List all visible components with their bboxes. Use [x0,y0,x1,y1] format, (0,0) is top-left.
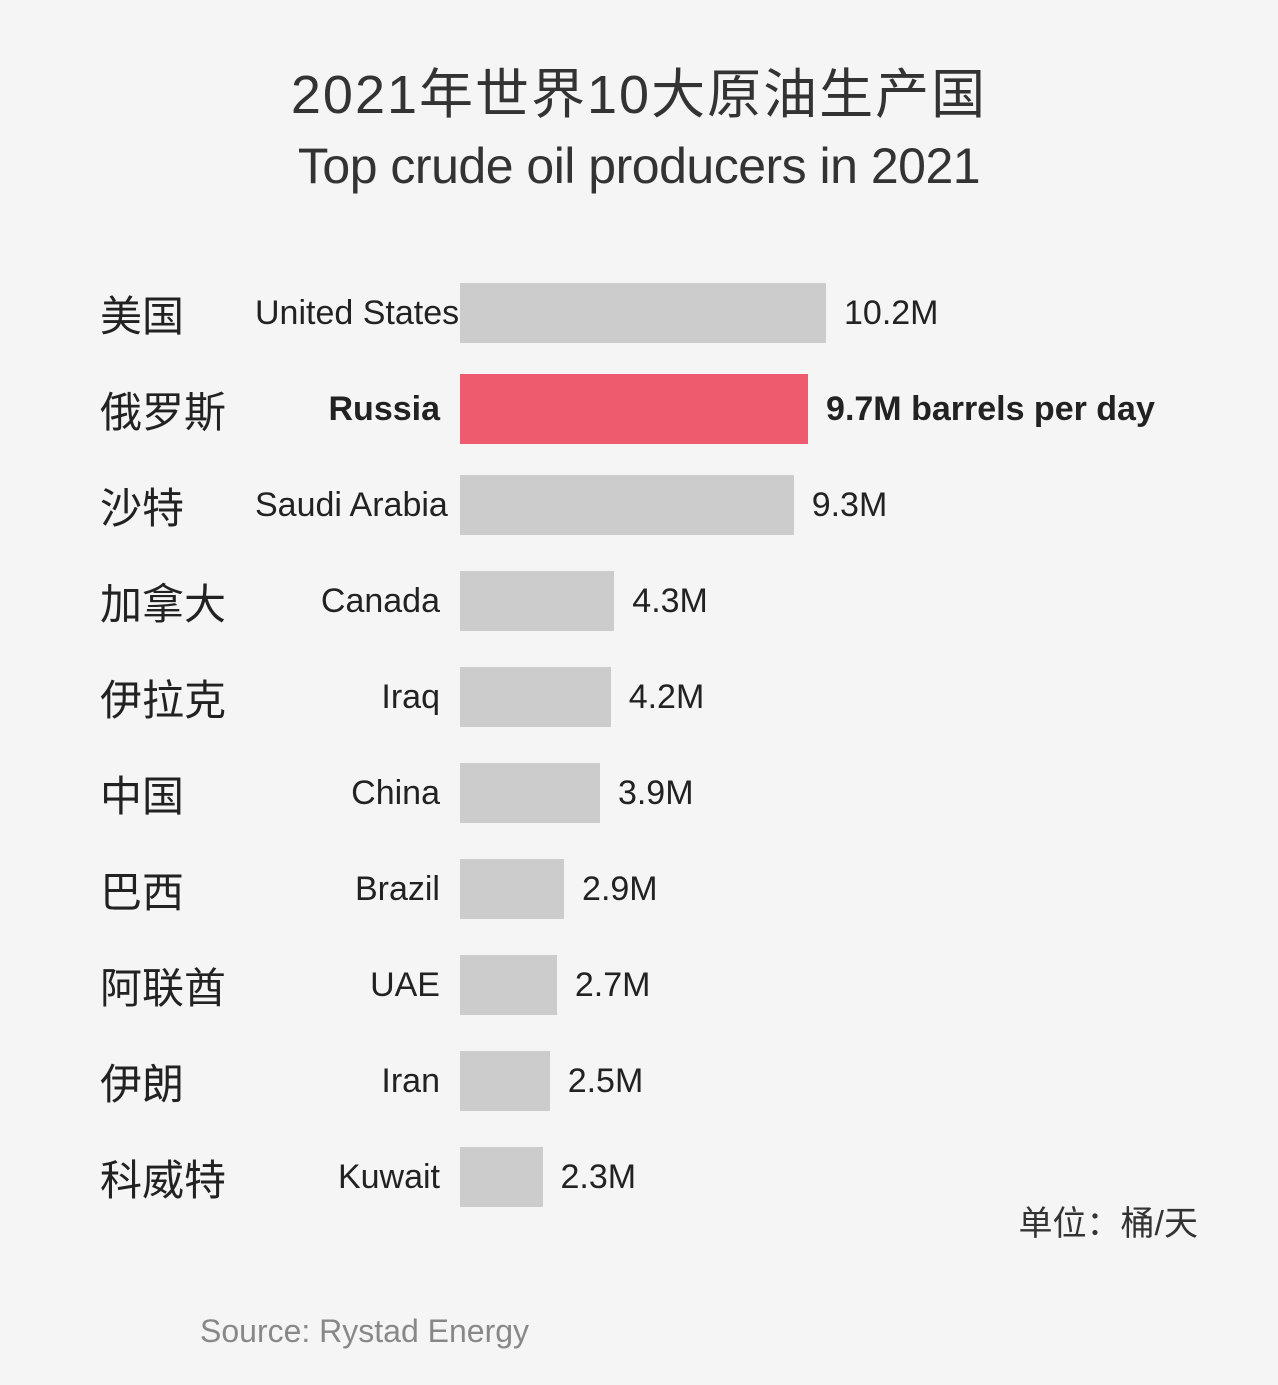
bar-row: 美国United States 10.2M [100,265,1178,361]
bar-row: 俄罗斯Russia 9.7M barrels per day [100,361,1178,457]
value-label: 2.5M [568,1062,644,1101]
chart-title-block: 2021年世界10大原油生产国 Top crude oil producers … [60,50,1218,195]
country-label-chinese: 美国 [100,283,255,344]
country-label-chinese: 伊拉克 [100,667,255,728]
bar [460,571,614,631]
bar-row: 科威特Kuwait 2.3M [100,1129,1178,1225]
bar-row: 伊朗Iran 2.5M [100,1033,1178,1129]
bar [460,859,564,919]
country-label-english: UAE [255,966,460,1005]
bar-wrap: 4.2M [460,667,1178,727]
bar-wrap: 2.5M [460,1051,1178,1111]
country-label-chinese: 中国 [100,763,255,824]
value-label: 2.7M [575,966,651,1005]
bar-row: 伊拉克Iraq 4.2M [100,649,1178,745]
bar-row: 中国China 3.9M [100,745,1178,841]
title-english: Top crude oil producers in 2021 [60,137,1218,195]
country-label-english: Iraq [255,678,460,717]
country-label-chinese: 加拿大 [100,571,255,632]
country-label-chinese: 俄罗斯 [100,379,255,440]
country-label-english: United States [255,294,460,333]
country-label-english: China [255,774,460,813]
bar-row: 阿联酋UAE 2.7M [100,937,1178,1033]
bar [460,475,794,535]
value-label: 9.3M [812,486,888,525]
bar-row: 沙特Saudi Arabia 9.3M [100,457,1178,553]
value-label: 9.7M barrels per day [826,390,1155,429]
bar [460,283,826,343]
bar [460,1051,550,1111]
bar [460,1147,543,1207]
bar-wrap: 9.3M [460,475,1178,535]
value-label: 10.2M [844,294,939,333]
country-label-chinese: 科威特 [100,1147,255,1208]
bar-wrap: 10.2M [460,283,1178,343]
bar-wrap: 3.9M [460,763,1178,823]
bar-wrap: 4.3M [460,571,1178,631]
value-label: 4.2M [629,678,705,717]
country-label-english: Canada [255,582,460,621]
bar-wrap: 2.7M [460,955,1178,1015]
bar-row: 加拿大Canada 4.3M [100,553,1178,649]
country-label-chinese: 沙特 [100,475,255,536]
unit-label: 单位：桶/天 [1019,1196,1198,1245]
bar [460,955,557,1015]
country-label-chinese: 巴西 [100,859,255,920]
bar [460,667,611,727]
country-label-english: Kuwait [255,1158,460,1197]
bar-wrap: 2.9M [460,859,1178,919]
bar [460,374,808,444]
value-label: 2.3M [561,1158,637,1197]
source-label: Source: Rystad Energy [200,1313,529,1350]
value-label: 2.9M [582,870,658,909]
value-label: 4.3M [632,582,708,621]
title-chinese: 2021年世界10大原油生产国 [60,50,1218,129]
bar-row: 巴西Brazil 2.9M [100,841,1178,937]
country-label-english: Saudi Arabia [255,486,460,525]
value-label: 3.9M [618,774,694,813]
country-label-english: Iran [255,1062,460,1101]
country-label-english: Brazil [255,870,460,909]
country-label-english: Russia [255,390,460,429]
bar-chart: 美国United States 10.2M 俄罗斯Russia 9.7M barrel… [100,265,1178,1225]
bar [460,763,600,823]
country-label-chinese: 阿联酋 [100,955,255,1016]
bar-wrap: 9.7M barrels per day [460,379,1178,439]
country-label-chinese: 伊朗 [100,1051,255,1112]
